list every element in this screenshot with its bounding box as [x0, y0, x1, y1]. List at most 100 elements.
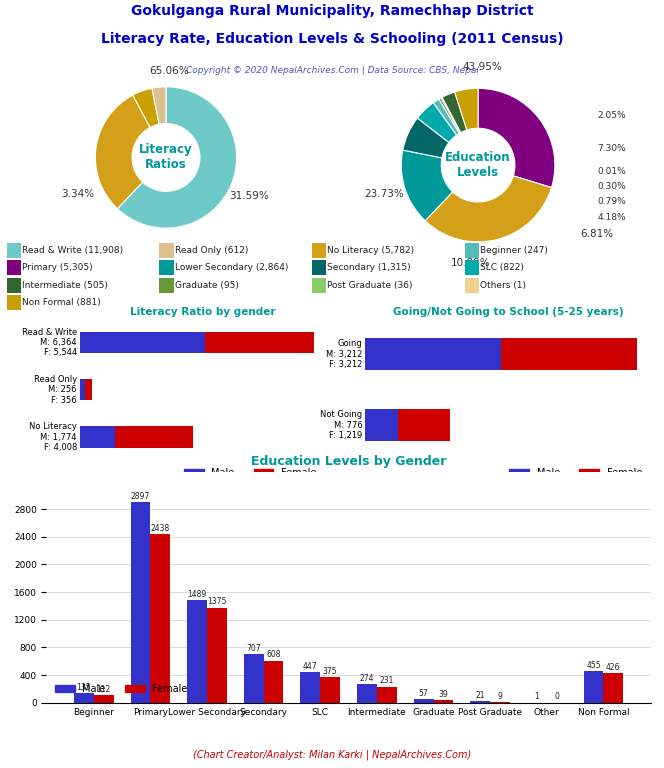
Text: Literacy
Ratios: Literacy Ratios: [139, 144, 193, 171]
Bar: [150, 534, 170, 703]
Bar: [7, 243, 21, 258]
Text: Beginner (247): Beginner (247): [480, 246, 548, 255]
Bar: [74, 694, 94, 703]
Wedge shape: [403, 118, 449, 158]
Text: Secondary (1,315): Secondary (1,315): [327, 263, 411, 273]
Bar: [7, 277, 21, 293]
Text: Lower Secondary (2,864): Lower Secondary (2,864): [175, 263, 288, 273]
Text: 2438: 2438: [151, 524, 170, 533]
Text: 10.89%: 10.89%: [451, 258, 490, 269]
Text: 3.34%: 3.34%: [61, 189, 94, 199]
Bar: [80, 426, 114, 448]
Wedge shape: [401, 150, 453, 220]
Bar: [264, 660, 284, 703]
Bar: [187, 600, 207, 703]
Bar: [7, 260, 21, 276]
Bar: [312, 243, 327, 258]
Text: Others (1): Others (1): [480, 280, 526, 290]
Bar: [465, 277, 479, 293]
Wedge shape: [441, 98, 461, 133]
Bar: [312, 260, 327, 276]
Text: Primary (5,305): Primary (5,305): [22, 263, 92, 273]
Text: 1489: 1489: [187, 590, 207, 598]
Wedge shape: [478, 88, 555, 187]
Text: SLC (822): SLC (822): [480, 263, 524, 273]
Text: 0.79%: 0.79%: [597, 197, 626, 207]
Text: 7.30%: 7.30%: [597, 144, 626, 153]
Bar: [80, 332, 205, 353]
Bar: [159, 260, 174, 276]
Bar: [159, 243, 174, 258]
Bar: [584, 671, 604, 703]
Wedge shape: [434, 99, 459, 135]
Text: 0.30%: 0.30%: [597, 182, 626, 191]
Text: 9: 9: [497, 692, 503, 701]
Wedge shape: [118, 87, 236, 228]
Bar: [244, 654, 264, 703]
Text: Intermediate (505): Intermediate (505): [22, 280, 108, 290]
Text: 447: 447: [303, 661, 317, 670]
Text: 23.73%: 23.73%: [365, 189, 404, 200]
Bar: [7, 295, 21, 310]
Bar: [94, 695, 114, 703]
Bar: [80, 379, 85, 400]
Wedge shape: [442, 98, 461, 133]
Text: 0.01%: 0.01%: [597, 167, 626, 176]
Title: Education Levels by Gender: Education Levels by Gender: [251, 455, 446, 468]
Text: 57: 57: [419, 689, 428, 697]
Text: 21: 21: [475, 691, 485, 700]
Bar: [85, 379, 92, 400]
Title: Literacy Ratio by gender: Literacy Ratio by gender: [129, 306, 276, 316]
Wedge shape: [418, 103, 457, 143]
Text: Non Formal (881): Non Formal (881): [22, 298, 101, 307]
Bar: [114, 426, 193, 448]
Text: Copyright © 2020 NepalArchives.Com | Data Source: CBS, Nepal: Copyright © 2020 NepalArchives.Com | Dat…: [185, 66, 479, 75]
Text: 112: 112: [96, 685, 111, 694]
Text: 231: 231: [380, 677, 394, 686]
Text: 4.18%: 4.18%: [597, 213, 625, 222]
Bar: [377, 687, 396, 703]
Bar: [301, 672, 320, 703]
Text: 426: 426: [606, 663, 621, 672]
Text: 39: 39: [439, 690, 448, 699]
Bar: [470, 701, 490, 703]
Text: Post Graduate (36): Post Graduate (36): [327, 280, 413, 290]
Text: 455: 455: [586, 661, 601, 670]
Legend: Male, Female: Male, Female: [51, 680, 192, 698]
Text: 6.81%: 6.81%: [580, 229, 614, 240]
Text: 135: 135: [76, 684, 91, 692]
Wedge shape: [425, 176, 552, 242]
Text: 1: 1: [535, 693, 539, 701]
Text: Graduate (95): Graduate (95): [175, 280, 238, 290]
Bar: [434, 700, 454, 703]
Text: 2.05%: 2.05%: [597, 111, 625, 120]
Bar: [357, 684, 377, 703]
Wedge shape: [442, 92, 467, 133]
Bar: [312, 277, 327, 293]
Bar: [365, 409, 398, 442]
Bar: [131, 502, 150, 703]
Wedge shape: [133, 88, 159, 127]
Text: Gokulganga Rural Municipality, Ramechhap District: Gokulganga Rural Municipality, Ramechhap…: [131, 4, 533, 18]
Bar: [604, 674, 623, 703]
Text: 274: 274: [360, 674, 374, 683]
Wedge shape: [439, 98, 460, 134]
Text: 65.06%: 65.06%: [149, 66, 189, 76]
Bar: [365, 338, 501, 370]
Wedge shape: [455, 88, 478, 130]
Text: 0: 0: [554, 693, 559, 701]
Wedge shape: [152, 87, 166, 124]
Text: 1375: 1375: [207, 598, 226, 607]
Text: Read & Write (11,908): Read & Write (11,908): [22, 246, 123, 255]
Bar: [465, 260, 479, 276]
Text: 43.95%: 43.95%: [462, 61, 502, 72]
Legend: Male, Female: Male, Female: [505, 464, 646, 482]
Text: 707: 707: [246, 644, 261, 653]
Bar: [398, 409, 450, 442]
Bar: [465, 243, 479, 258]
Text: 2897: 2897: [131, 492, 150, 502]
Bar: [205, 332, 313, 353]
Text: Education
Levels: Education Levels: [446, 151, 511, 179]
Text: Read Only (612): Read Only (612): [175, 246, 248, 255]
Bar: [207, 607, 227, 703]
